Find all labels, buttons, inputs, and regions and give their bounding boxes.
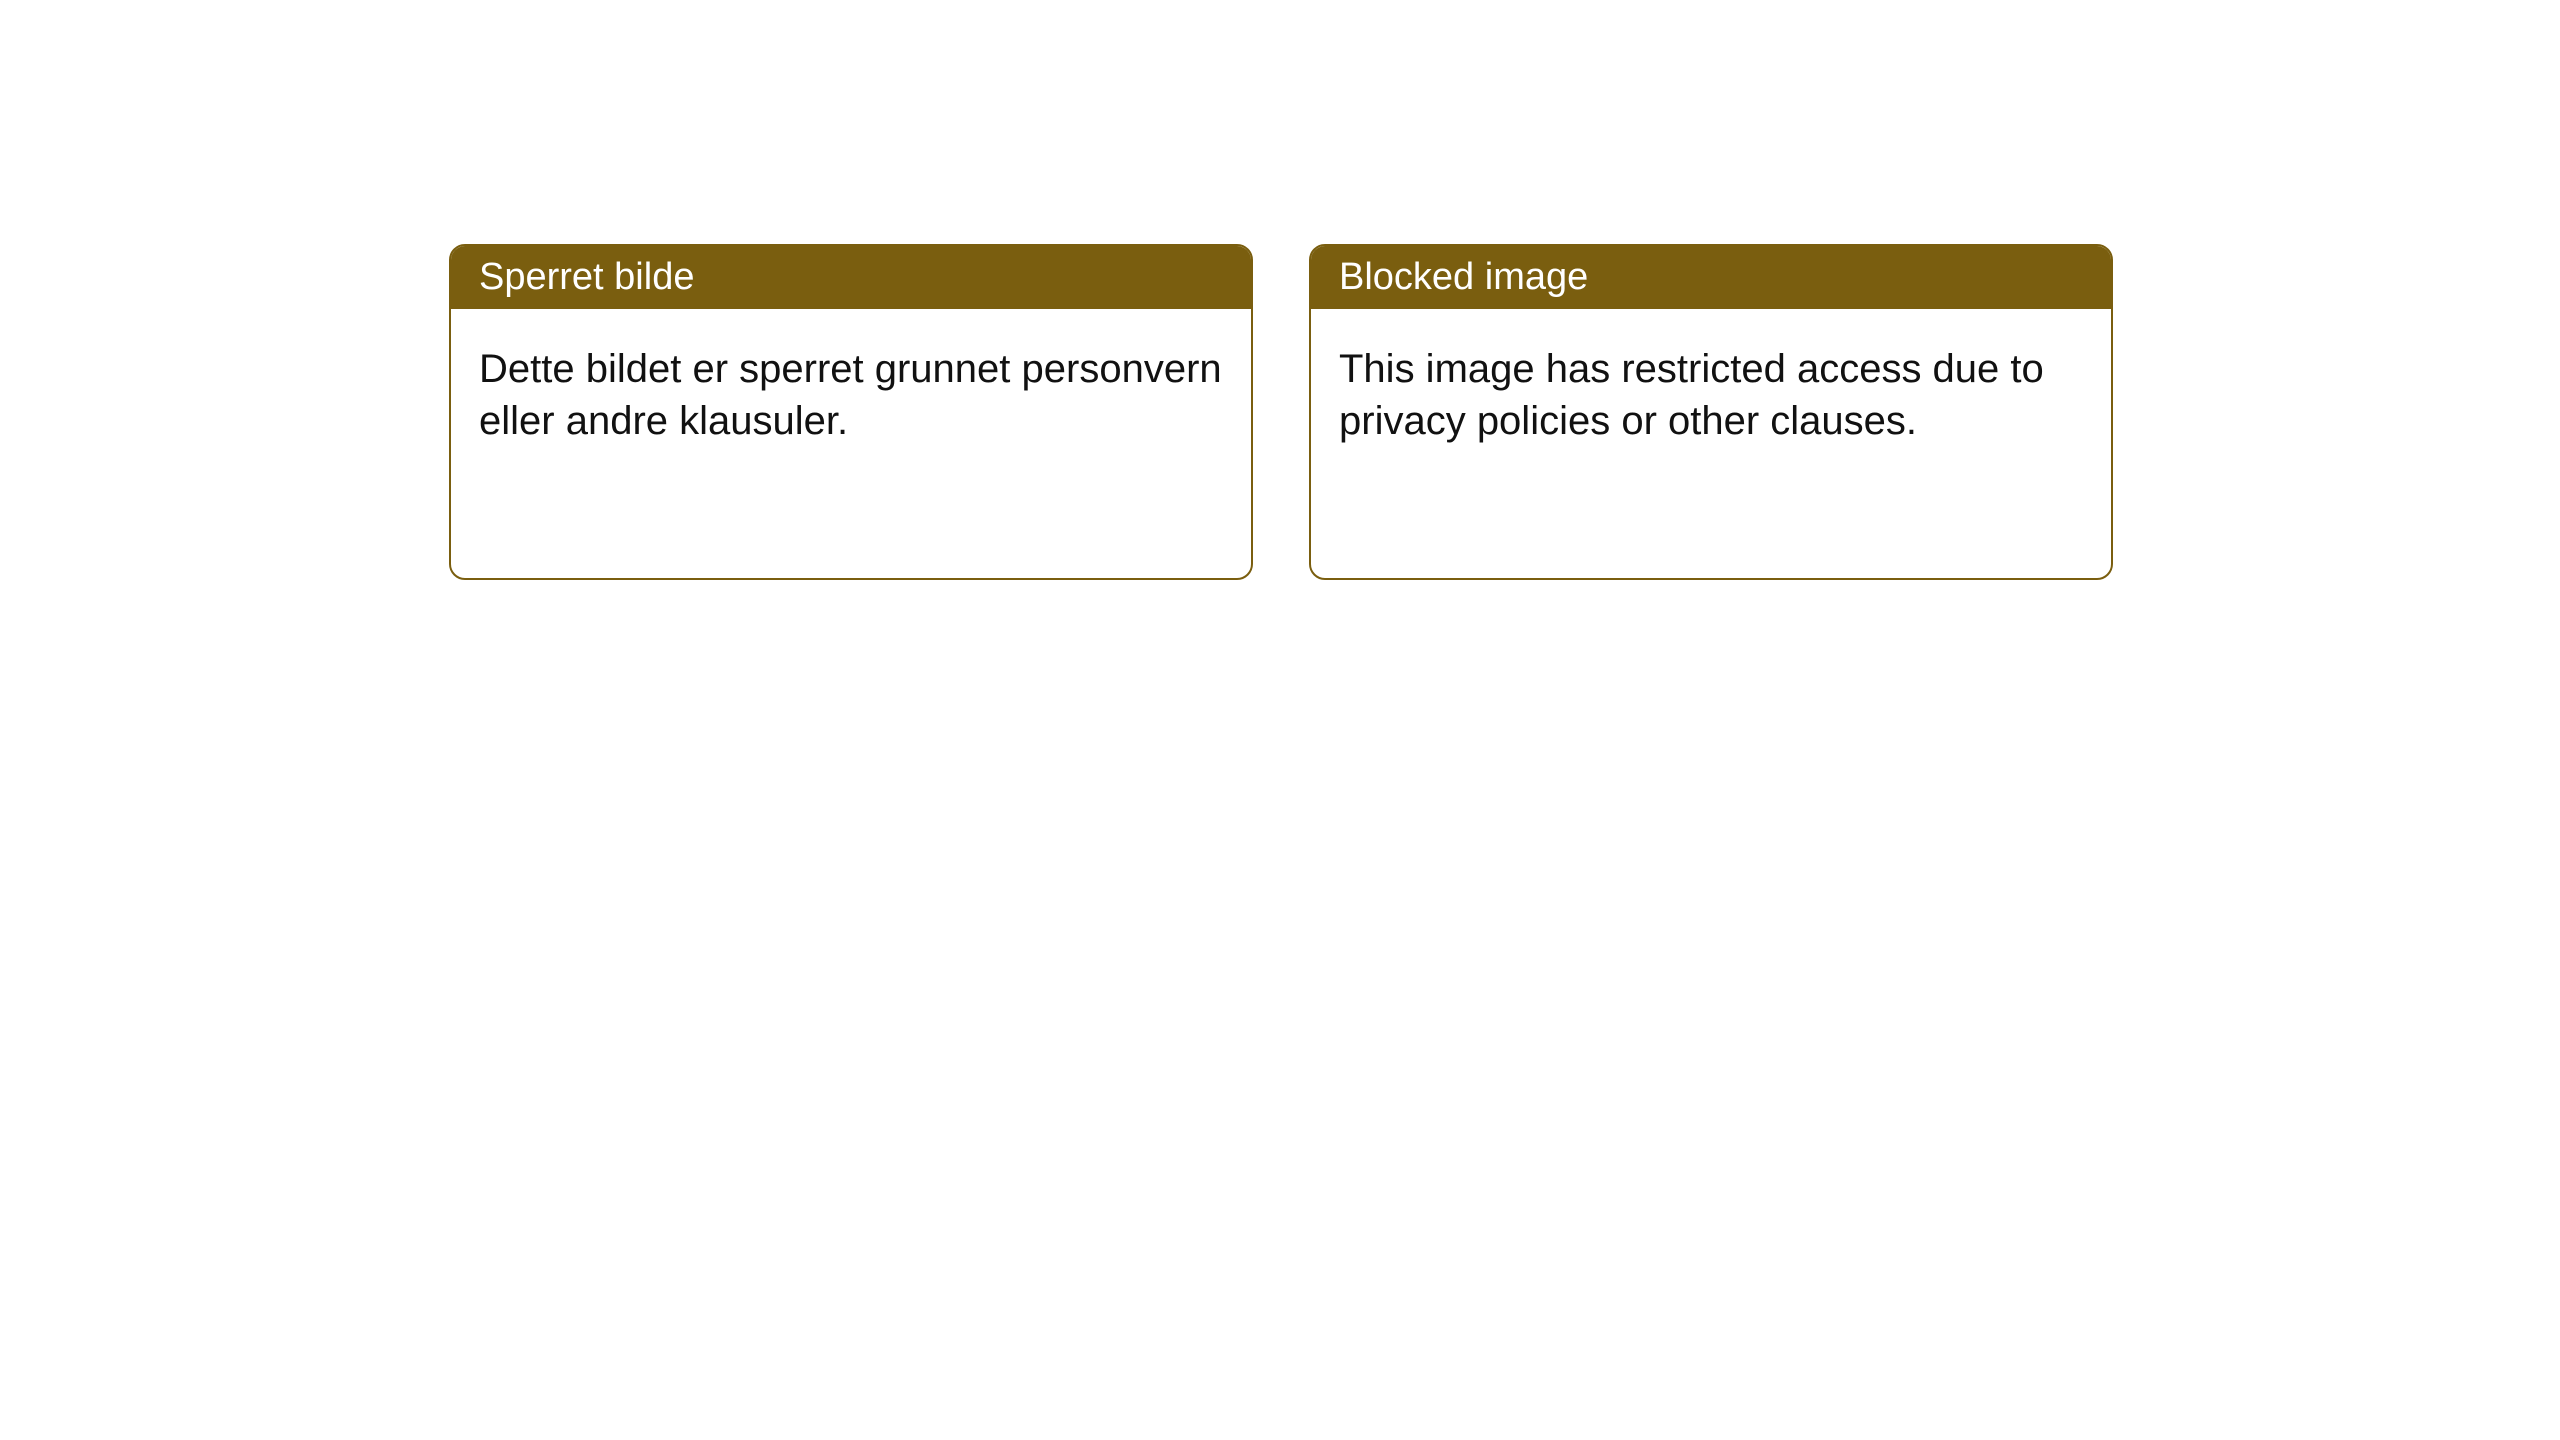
card-header: Blocked image [1311,246,2111,309]
card-message: This image has restricted access due to … [1339,347,2044,443]
card-title: Sperret bilde [479,256,694,298]
card-message: Dette bildet er sperret grunnet personve… [479,347,1222,443]
notice-container: Sperret bilde Dette bildet er sperret gr… [449,244,2113,580]
card-title: Blocked image [1339,256,1588,298]
notice-card-norwegian: Sperret bilde Dette bildet er sperret gr… [449,244,1253,580]
card-header: Sperret bilde [451,246,1251,309]
card-body: Dette bildet er sperret grunnet personve… [451,309,1251,481]
notice-card-english: Blocked image This image has restricted … [1309,244,2113,580]
card-body: This image has restricted access due to … [1311,309,2111,481]
